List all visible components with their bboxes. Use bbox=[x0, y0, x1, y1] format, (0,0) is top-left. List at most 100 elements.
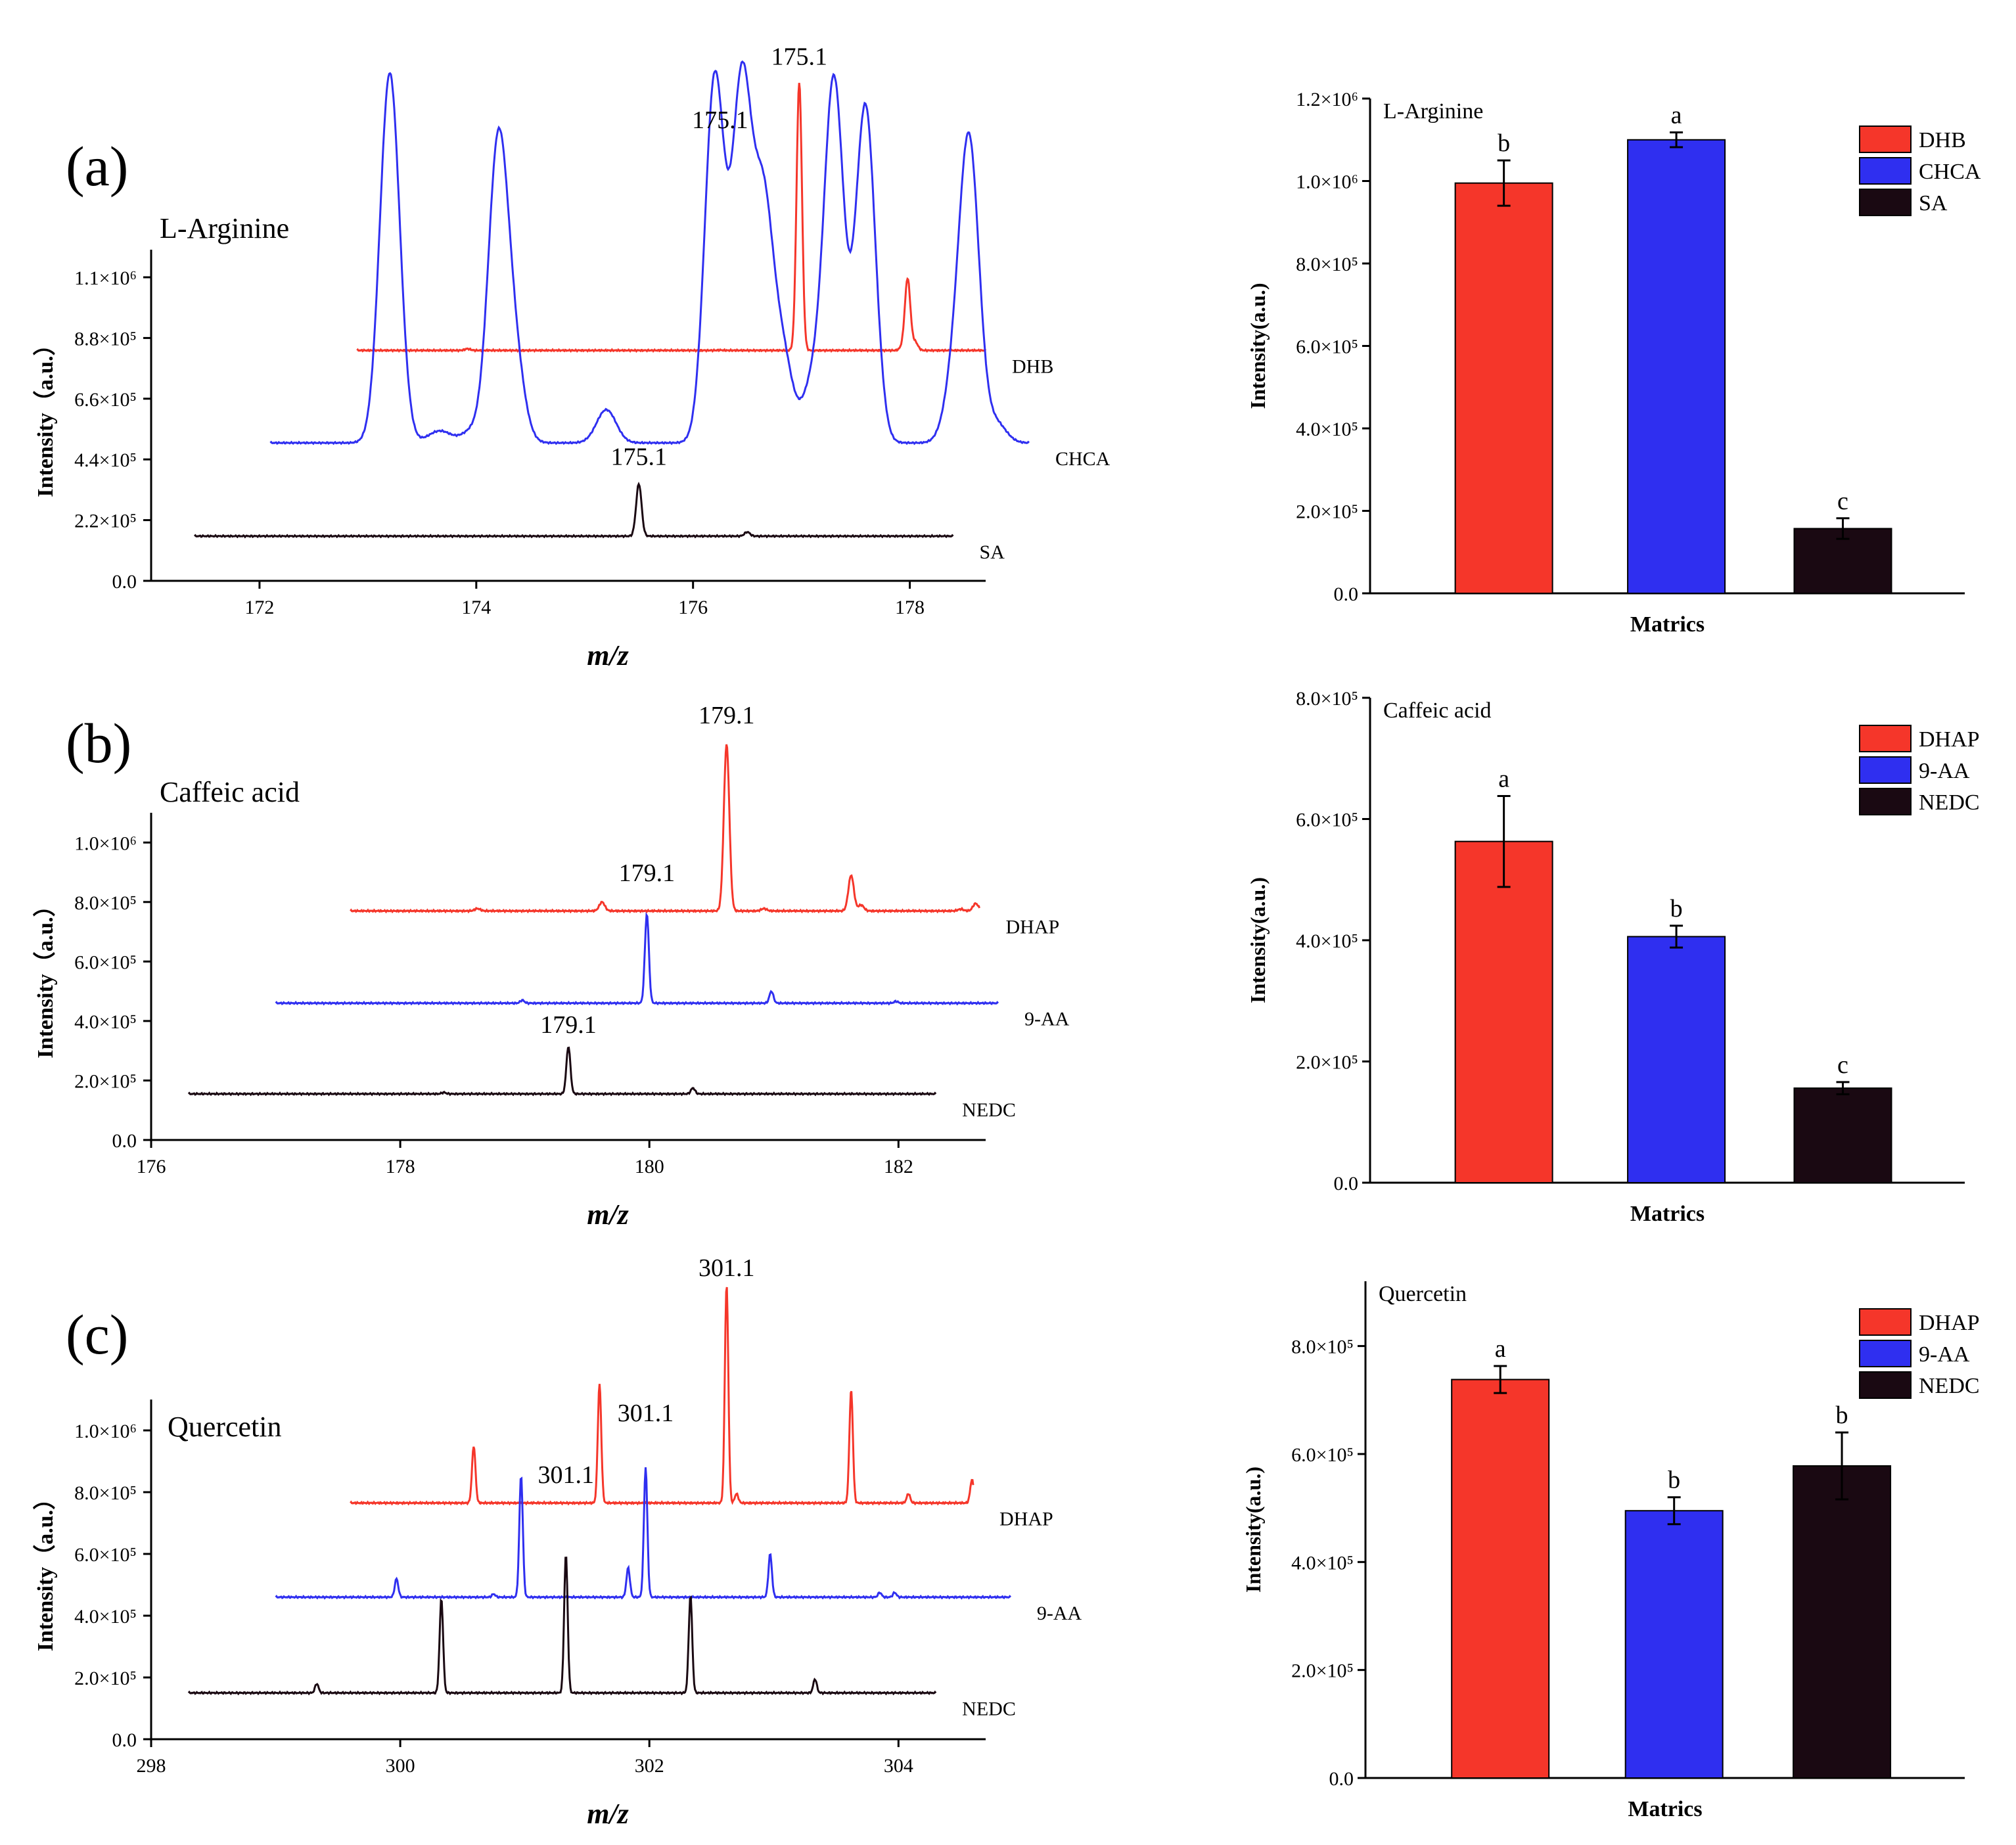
y-tick-label: 1.0×10⁶ bbox=[74, 1421, 137, 1442]
x-tick-label: 302 bbox=[635, 1755, 664, 1777]
legend-swatch bbox=[1859, 189, 1912, 216]
trace-NEDC bbox=[187, 1046, 937, 1097]
trace-label: DHAP bbox=[999, 1508, 1053, 1530]
peak-annotation: 301.1 bbox=[538, 1461, 594, 1489]
trace-label: 9-AA bbox=[1024, 1009, 1070, 1030]
y-tick-label: 4.0×10⁵ bbox=[1296, 930, 1358, 952]
x-axis-label: Matrics bbox=[1630, 612, 1705, 637]
trace-NEDC bbox=[187, 1557, 937, 1696]
x-axis-label: Matrics bbox=[1630, 1202, 1705, 1226]
x-tick-label: 182 bbox=[884, 1156, 913, 1177]
trace-label: DHB bbox=[1012, 355, 1053, 377]
significance-letter: a bbox=[1495, 1335, 1506, 1363]
y-axis-label: Intensity(a.u.) bbox=[1241, 1467, 1265, 1593]
legend-swatch bbox=[1859, 725, 1912, 752]
panel-label: (c) bbox=[66, 1303, 128, 1366]
y-axis-label: Intensity（a.u.） bbox=[32, 1488, 58, 1651]
x-tick-label: 176 bbox=[137, 1156, 166, 1177]
significance-letter: b bbox=[1668, 1467, 1680, 1494]
trace-DHB bbox=[356, 83, 987, 353]
x-axis-label: m/z bbox=[587, 1198, 629, 1231]
trace-SA bbox=[193, 482, 954, 539]
legend-label: DHAP bbox=[1919, 1311, 1980, 1335]
y-tick-label: 6.0×10⁵ bbox=[1296, 809, 1358, 831]
trace-label: SA bbox=[980, 541, 1005, 563]
peak-annotation: 301.1 bbox=[699, 1254, 755, 1282]
x-axis-label: m/z bbox=[587, 639, 629, 672]
panel-label: (a) bbox=[66, 135, 128, 198]
bar-DHAP bbox=[1454, 840, 1553, 1183]
peak-annotation: 175.1 bbox=[610, 444, 667, 471]
trace-label: 9-AA bbox=[1037, 1603, 1082, 1624]
legend-label: DHB bbox=[1919, 128, 1966, 152]
significance-letter: c bbox=[1837, 488, 1848, 515]
bar-title: L-Arginine bbox=[1383, 99, 1483, 124]
y-axis-label: Intensity（a.u.） bbox=[32, 333, 58, 497]
y-tick-label: 2.0×10⁵ bbox=[1296, 1052, 1358, 1074]
y-tick-label: 2.0×10⁵ bbox=[1296, 501, 1358, 523]
panel-1: (b) Caffeic acid 0.0 2.0×10⁵ 4.0×10⁵ 6.0×10⁵ 8… bbox=[32, 688, 1980, 1231]
legend-swatch bbox=[1859, 1371, 1912, 1399]
x-tick-label: 172 bbox=[244, 597, 274, 618]
panel-2: (c) Quercetin 0.0 2.0×10⁵ 4.0×10⁵ 6.0×10⁵ 8.0×… bbox=[32, 1254, 1980, 1830]
bar-NEDC bbox=[1793, 1087, 1892, 1183]
y-tick-label: 1.1×10⁶ bbox=[74, 267, 137, 289]
significance-letter: b bbox=[1498, 129, 1510, 157]
x-tick-label: 180 bbox=[635, 1156, 664, 1177]
x-tick-label: 298 bbox=[137, 1755, 166, 1777]
peak-annotation: 179.1 bbox=[540, 1011, 597, 1039]
bar-title: Caffeic acid bbox=[1383, 698, 1492, 723]
trace-label: NEDC bbox=[962, 1698, 1016, 1720]
bar-NEDC bbox=[1793, 1465, 1892, 1779]
y-axis-label: Intensity(a.u.) bbox=[1246, 283, 1270, 409]
panel-label: (b) bbox=[66, 712, 131, 775]
x-tick-label: 178 bbox=[386, 1156, 415, 1177]
x-tick-label: 304 bbox=[884, 1755, 913, 1777]
y-tick-label: 4.0×10⁵ bbox=[1296, 419, 1358, 440]
x-tick-label: 174 bbox=[461, 597, 491, 618]
y-tick-label: 6.0×10⁵ bbox=[74, 1544, 137, 1566]
y-tick-label: 0.0 bbox=[1334, 1173, 1359, 1195]
x-axis-label: Matrics bbox=[1628, 1797, 1702, 1821]
compound-name: Caffeic acid bbox=[160, 776, 300, 808]
y-tick-label: 1.0×10⁶ bbox=[1296, 171, 1358, 193]
y-tick-label: 0.0 bbox=[1329, 1768, 1354, 1790]
spectrum-plot: 0.0 2.0×10⁵ 4.0×10⁵ 6.0×10⁵ 8.0×10⁵ 1.0×10⁶ 17… bbox=[32, 702, 1070, 1231]
peak-annotation: 179.1 bbox=[699, 702, 755, 729]
legend-label: 9-AA bbox=[1919, 1342, 1970, 1367]
legend-label: NEDC bbox=[1919, 790, 1980, 815]
x-tick-label: 300 bbox=[386, 1755, 415, 1777]
y-tick-label: 0.0 bbox=[112, 1729, 137, 1751]
significance-letter: b bbox=[1836, 1401, 1848, 1429]
y-axis-label: Intensity(a.u.) bbox=[1246, 877, 1270, 1003]
compound-name: L-Arginine bbox=[160, 212, 289, 244]
trace-DHAP bbox=[350, 744, 980, 914]
y-tick-label: 0.0 bbox=[1334, 583, 1359, 605]
y-tick-label: 0.0 bbox=[112, 571, 137, 593]
y-tick-label: 8.8×10⁵ bbox=[74, 328, 137, 350]
y-tick-label: 0.0 bbox=[112, 1130, 137, 1152]
peak-annotation: 179.1 bbox=[619, 859, 676, 887]
peak-annotation: 301.1 bbox=[618, 1400, 674, 1427]
bar-DHAP bbox=[1451, 1378, 1550, 1779]
y-tick-label: 4.0×10⁵ bbox=[1291, 1552, 1354, 1574]
legend-swatch bbox=[1859, 157, 1912, 185]
y-tick-label: 6.6×10⁵ bbox=[74, 389, 137, 411]
panel-0: (a) L-Arginine 0.0 2.2×10⁵ 4.4×10⁵ 6.6×10⁵ 8.8… bbox=[32, 43, 1981, 672]
trace-label: NEDC bbox=[962, 1099, 1016, 1121]
legend-label: 9-AA bbox=[1919, 759, 1970, 783]
x-tick-label: 176 bbox=[678, 597, 708, 618]
legend-swatch bbox=[1859, 125, 1912, 153]
legend-swatch bbox=[1859, 1308, 1912, 1336]
y-tick-label: 4.4×10⁵ bbox=[74, 449, 137, 471]
bar-plot: 0.0 2.0×10⁵ 4.0×10⁵ 6.0×10⁵ 8.0×10⁵ 1.0×10⁶ 1.… bbox=[1246, 89, 1981, 637]
bar-title: Quercetin bbox=[1379, 1282, 1467, 1306]
y-tick-label: 4.0×10⁵ bbox=[74, 1606, 137, 1628]
trace-label: DHAP bbox=[1006, 916, 1060, 938]
trace-DHAP bbox=[350, 1287, 974, 1506]
peak-annotation: 175.1 bbox=[771, 43, 828, 71]
x-axis-label: m/z bbox=[587, 1798, 629, 1830]
legend-label: SA bbox=[1919, 191, 1948, 216]
bar-9-AA bbox=[1624, 1510, 1724, 1779]
legend-label: DHAP bbox=[1919, 727, 1980, 752]
